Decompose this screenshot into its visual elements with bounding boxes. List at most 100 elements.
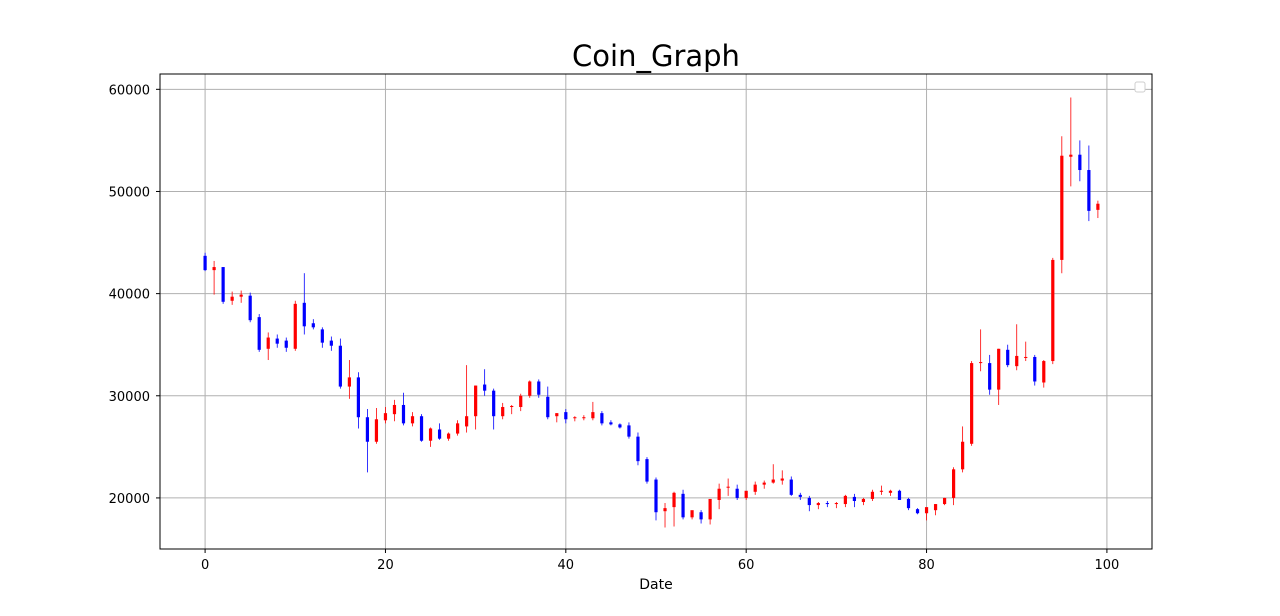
- candle-body: [1069, 154, 1073, 157]
- candle-body: [456, 423, 460, 434]
- candle-body: [726, 486, 730, 488]
- candle-body: [428, 428, 433, 441]
- candle-body: [798, 494, 802, 497]
- candle-body: [690, 510, 694, 518]
- candle-body: [474, 385, 478, 417]
- candle-body: [284, 340, 288, 348]
- candle-body: [897, 490, 902, 500]
- candle-body: [816, 503, 820, 506]
- candle-body: [311, 323, 315, 328]
- candle-body: [979, 362, 983, 364]
- candle-body: [519, 395, 523, 408]
- candle-body: [437, 429, 442, 439]
- candle-body: [708, 498, 712, 520]
- candle-body: [1024, 356, 1028, 358]
- candle-body: [537, 381, 541, 395]
- candle-body: [997, 348, 1001, 390]
- candle-body: [699, 512, 703, 520]
- candle-body: [564, 412, 568, 420]
- candle-body: [717, 488, 721, 500]
- candle-body: [1051, 259, 1055, 362]
- y-tick-label: 40000: [109, 288, 150, 303]
- candle-body: [744, 490, 748, 498]
- candle-body: [374, 419, 379, 442]
- candle-body: [320, 329, 324, 343]
- candle-body: [600, 413, 604, 424]
- candle-body: [988, 363, 992, 390]
- candle-body: [555, 413, 559, 417]
- candle-body: [970, 363, 974, 444]
- candle-body: [212, 267, 216, 271]
- candle-body: [338, 345, 342, 387]
- ticks-layer: 0 20 40 60 80 100 20000 30000 40000 50000 60000: [109, 83, 1120, 573]
- candle-body: [681, 493, 685, 518]
- candle-body: [753, 484, 757, 492]
- candle-body: [510, 405, 514, 408]
- candle-body: [257, 317, 261, 350]
- candle-body: [609, 422, 613, 425]
- candle-body: [645, 459, 649, 482]
- plot-frame: [159, 73, 1153, 550]
- candle-body: [582, 417, 586, 419]
- candle-body: [780, 478, 784, 481]
- candle-body: [356, 377, 360, 418]
- candle-body: [906, 498, 911, 509]
- candle-body: [933, 504, 938, 511]
- x-tick-label: 40: [558, 558, 575, 573]
- candle-body: [392, 404, 397, 415]
- candle-body: [239, 294, 243, 297]
- candle-body: [546, 396, 550, 418]
- candle-body: [492, 390, 496, 417]
- candles-layer: [203, 97, 1100, 528]
- candle-body: [302, 302, 306, 327]
- candle-body: [627, 425, 631, 437]
- candle-body: [663, 508, 667, 512]
- candle-body: [807, 497, 811, 506]
- candle-body: [483, 384, 487, 391]
- x-tick-label: 0: [201, 558, 209, 573]
- candle-body: [618, 424, 622, 428]
- candle-body: [861, 498, 866, 503]
- legend-box: [1134, 81, 1146, 93]
- x-tick-label: 100: [1094, 558, 1119, 573]
- candle-body: [329, 340, 333, 346]
- candle-body: [879, 490, 884, 492]
- candle-body: [1096, 203, 1100, 210]
- candle-body: [419, 416, 424, 441]
- candle-body: [852, 496, 856, 501]
- y-tick-label: 60000: [109, 83, 150, 98]
- candle-body: [1078, 154, 1082, 171]
- candle-body: [1087, 170, 1091, 211]
- candle-body: [672, 492, 676, 508]
- chart-title: Coin_Graph: [572, 39, 740, 73]
- candle-body: [1015, 355, 1019, 367]
- candle-body: [735, 488, 739, 498]
- candle-body: [446, 433, 451, 439]
- candle-body: [942, 497, 947, 505]
- candle-body: [248, 295, 252, 321]
- candle-body: [528, 381, 532, 396]
- candle-body: [347, 377, 351, 387]
- candle-body: [1060, 155, 1064, 260]
- candle-body: [834, 503, 838, 505]
- candle-body: [771, 479, 775, 483]
- x-axis-label: Date: [639, 577, 672, 593]
- candle-body: [401, 404, 406, 424]
- candle-body: [293, 303, 297, 349]
- x-tick-label: 20: [377, 558, 394, 573]
- x-tick-label: 80: [918, 558, 935, 573]
- candle-body: [465, 416, 469, 427]
- candle-body: [654, 479, 658, 513]
- candle-body: [1042, 361, 1046, 383]
- y-tick-label: 50000: [109, 185, 150, 200]
- candle-body: [888, 490, 893, 493]
- candle-body: [410, 416, 415, 424]
- candle-body: [762, 482, 766, 485]
- candle-body: [789, 479, 793, 495]
- grid-layer: [160, 74, 1152, 549]
- candle-body: [843, 495, 847, 505]
- candle-body: [230, 296, 234, 301]
- candle-body: [961, 441, 965, 470]
- candle-body: [275, 338, 279, 344]
